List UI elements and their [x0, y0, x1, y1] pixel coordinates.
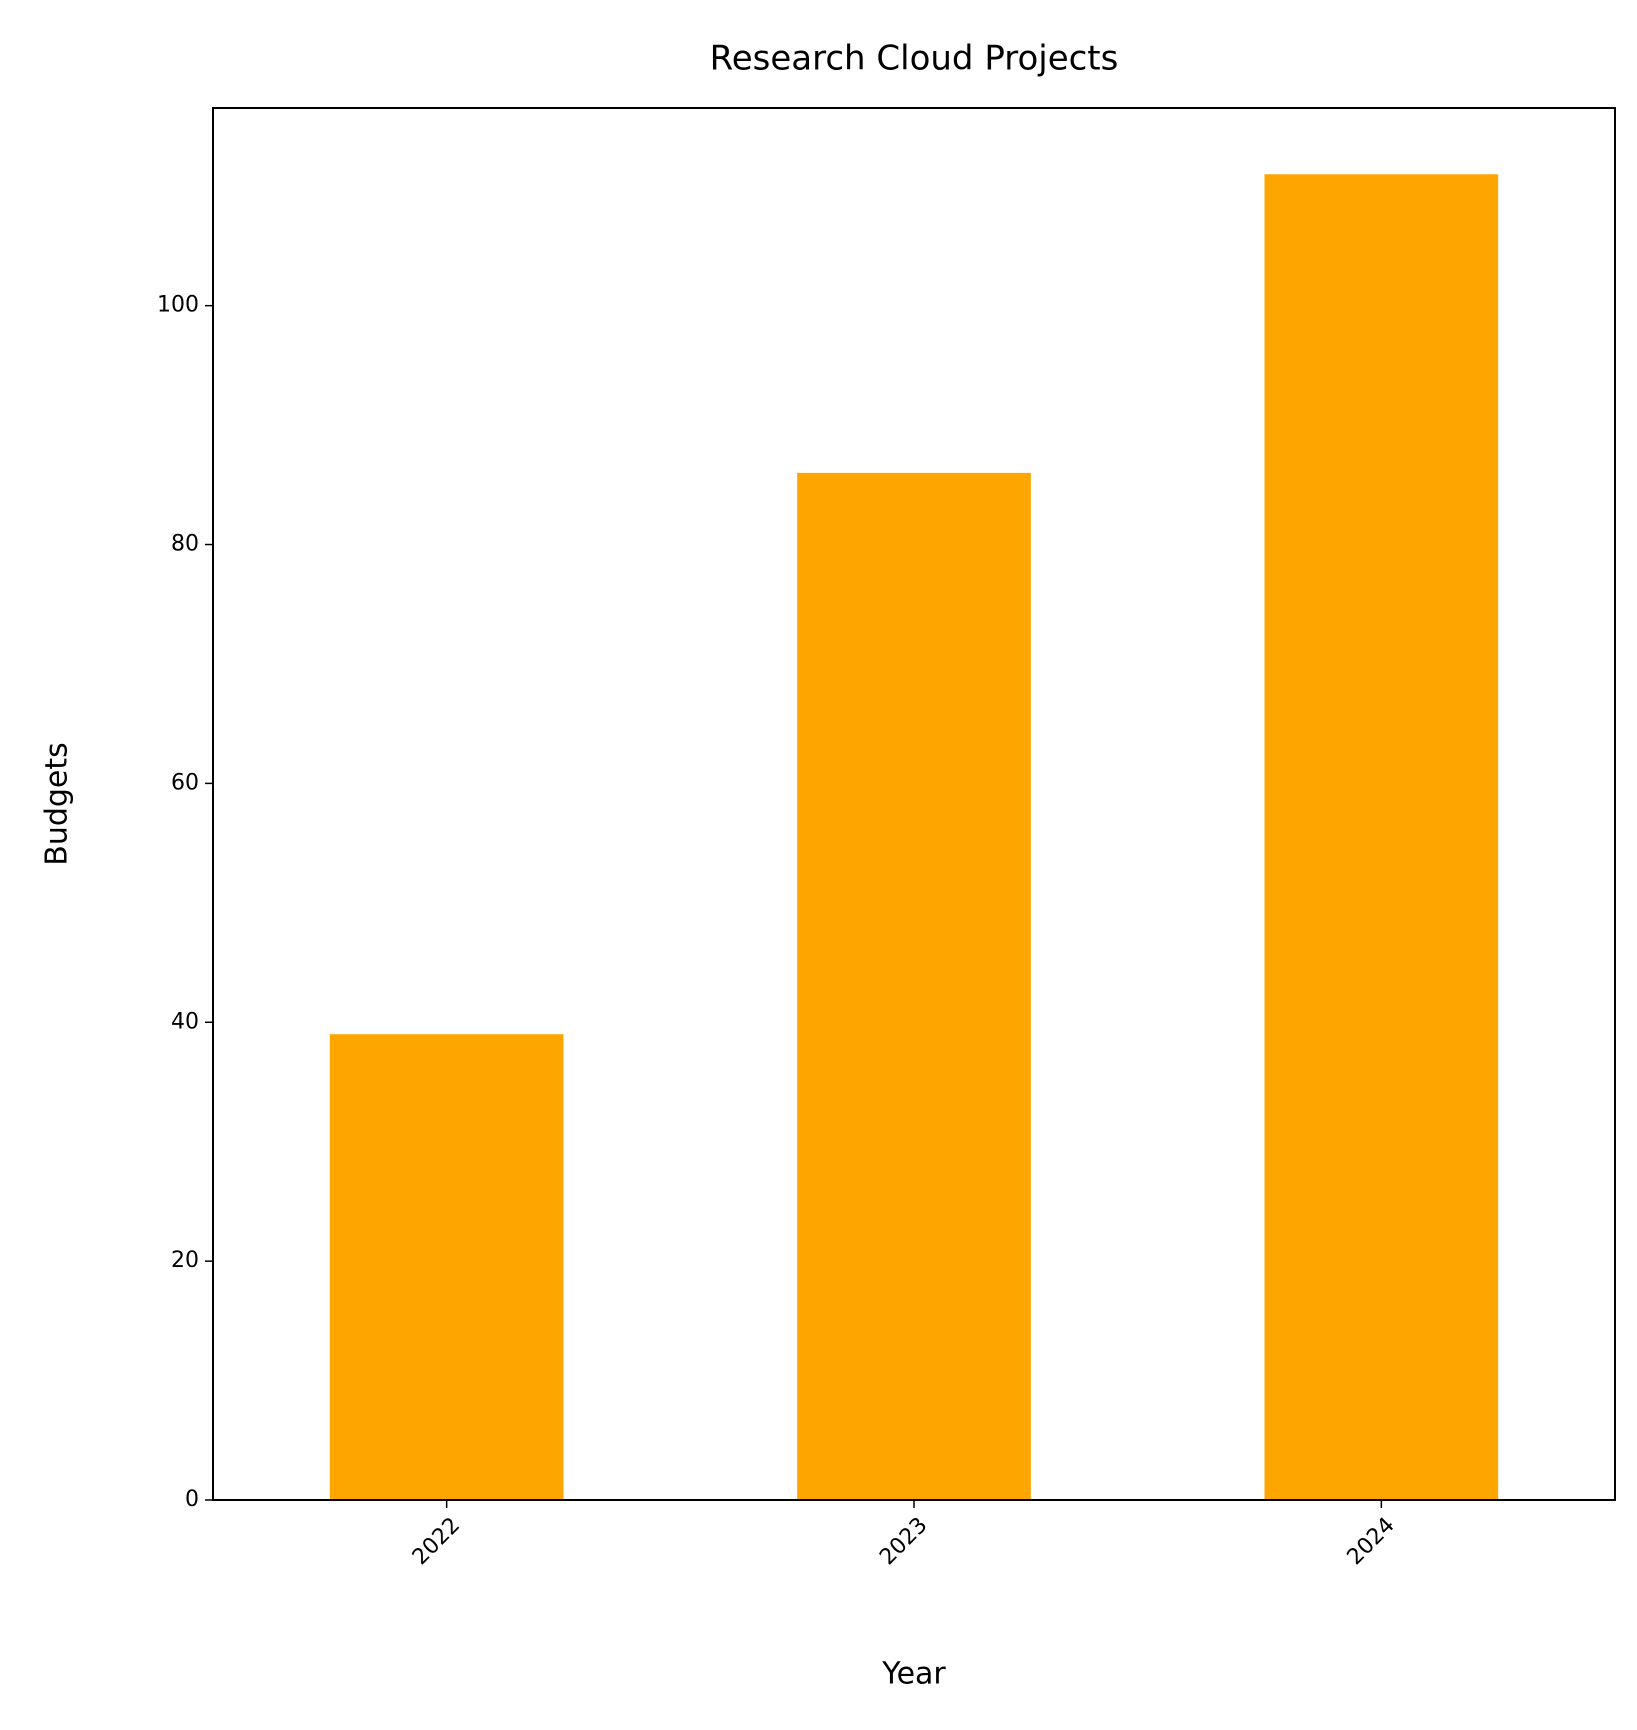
chart-title: Research Cloud Projects — [710, 39, 1119, 79]
x-axis-label: Year — [881, 1657, 946, 1692]
y-tick-label: 0 — [185, 1487, 199, 1512]
bar — [1264, 174, 1499, 1500]
plot-frame — [212, 107, 1616, 1501]
y-axis-label: Budgets — [40, 742, 75, 866]
bar — [329, 1034, 564, 1500]
y-tick-label: 100 — [157, 293, 199, 318]
y-tick-label: 20 — [171, 1248, 199, 1273]
y-tick-label: 60 — [171, 770, 199, 795]
y-tick-label: 40 — [171, 1009, 199, 1034]
bar — [797, 472, 1031, 1501]
y-tick-label: 80 — [171, 532, 199, 557]
